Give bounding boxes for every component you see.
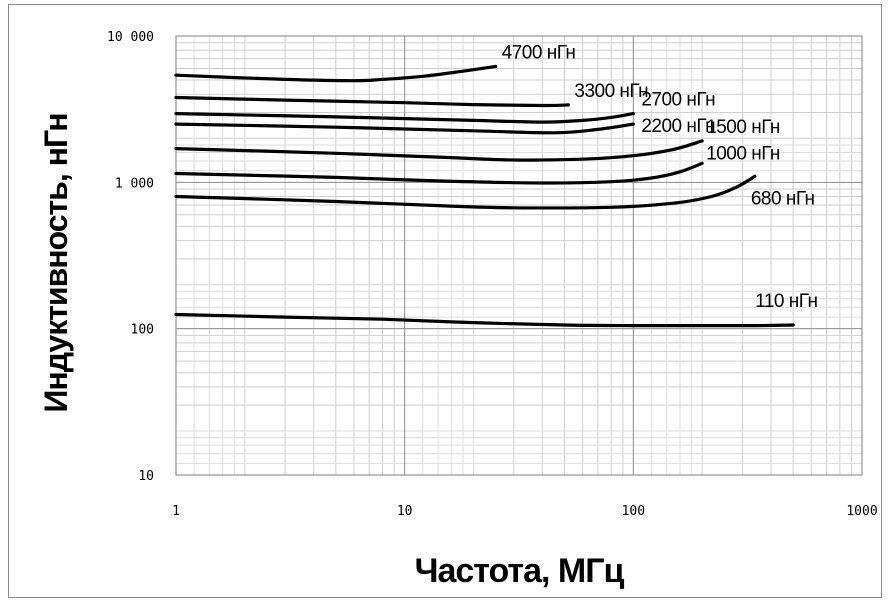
series-label: 4700 нГн [502,42,576,63]
series-label: 680 нГн [751,188,815,209]
series-label: 2200 нГн [641,116,715,137]
series-line [174,161,704,185]
series-curves [174,64,795,328]
y-axis-tick-labels: 10 100 1 000 10 000 [107,30,154,484]
x-tick-label: 1 [172,504,180,519]
series-label: 1000 нГн [706,143,780,164]
series-label: 3300 нГн [574,81,648,102]
y-tick-label: 100 [131,323,154,338]
plot-area-border [175,35,863,476]
series-label: 2700 нГн [641,90,715,111]
x-tick-label: 100 [622,504,645,519]
minor-grid [176,36,862,475]
series-label: 1500 нГн [706,117,780,138]
x-tick-label: 1000 [846,504,877,519]
x-axis-tick-labels: 1 10 100 1000 [172,504,878,519]
series-line [174,122,635,135]
series-line [174,64,498,83]
series-line [174,112,635,124]
y-tick-label: 10 [138,469,154,484]
x-axis-title: Частота, МГц [415,552,625,590]
y-axis-title: Индуктивность, нГн [38,113,74,412]
series-label: 110 нГн [755,291,817,312]
y-tick-label: 1 000 [115,176,154,191]
series-line [174,95,570,108]
y-tick-label: 10 000 [107,30,154,45]
series-line [174,139,704,162]
x-tick-label: 10 [397,504,413,519]
series-line [174,312,795,328]
chart-frame: 4700 нГн 3300 нГн 2700 нГн 2200 нГн 1500 нГн… [8,4,882,598]
major-grid [175,36,862,476]
series-line [174,174,757,210]
